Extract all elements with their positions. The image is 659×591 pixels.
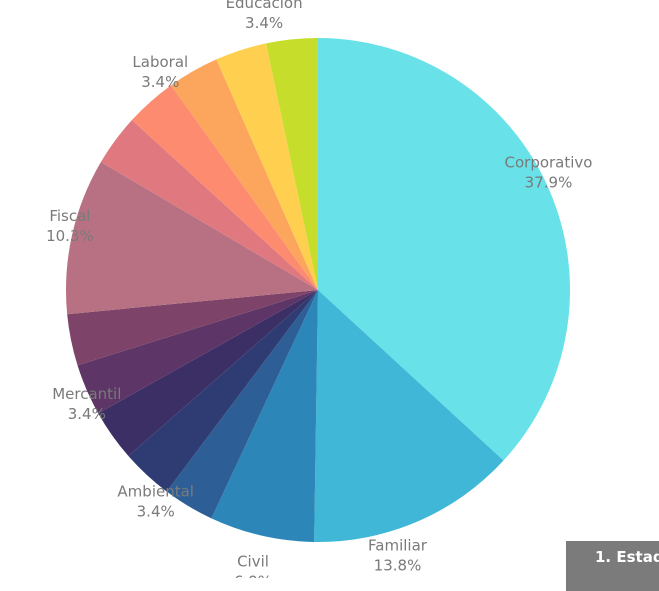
slice-label-familiar: Familiar — [368, 536, 428, 554]
pie-slice-11 — [171, 59, 318, 290]
slice-label-corporativo: Corporativo — [505, 153, 593, 171]
slice-value-ambiental: 3.4% — [137, 503, 175, 521]
slice-label-civil: Civil — [237, 553, 269, 571]
pie-slice-fiscal — [65, 162, 318, 315]
pie-slice-mercantil — [77, 290, 318, 414]
pie-slice-laboral — [131, 85, 318, 290]
slice-value-mercantil: 3.4% — [68, 405, 106, 423]
slice-value-familiar: 13.8% — [374, 556, 422, 574]
slice-label-educación: Educación — [226, 0, 303, 12]
pie-slice-3 — [166, 290, 318, 519]
pie-chart: Corporativo 37.9% Familiar 13.8% Civil 6.9% Am… — [46, 0, 593, 578]
slice-label-ambiental: Ambiental — [117, 483, 194, 501]
slice-value-educación: 3.4% — [245, 14, 283, 32]
slice-value-laboral: 3.4% — [141, 73, 179, 91]
section-caption: 1. Estadísticas — [595, 548, 659, 566]
pie-slice-ambiental — [128, 290, 318, 492]
pie-slice-7 — [67, 290, 318, 366]
pie-slice-9 — [100, 120, 318, 290]
slice-value-civil: 6.9% — [234, 573, 272, 578]
slice-label-fiscal: Fiscal — [49, 207, 90, 225]
section-caption-box: 1. Estadísticas — [566, 541, 659, 591]
slice-value-corporativo: 37.9% — [525, 173, 573, 191]
pie-slice-5 — [98, 290, 319, 456]
pie-slice-corporativo — [318, 37, 571, 461]
pie-slice-familiar — [314, 290, 504, 542]
slice-label-laboral: Laboral — [132, 53, 188, 71]
slice-value-fiscal: 10.3% — [46, 227, 94, 245]
pie-slice-13 — [266, 38, 318, 290]
pie-slice-civil — [211, 290, 318, 542]
pie-slice-educación — [216, 43, 318, 290]
slice-label-mercantil: Mercantil — [52, 385, 121, 403]
